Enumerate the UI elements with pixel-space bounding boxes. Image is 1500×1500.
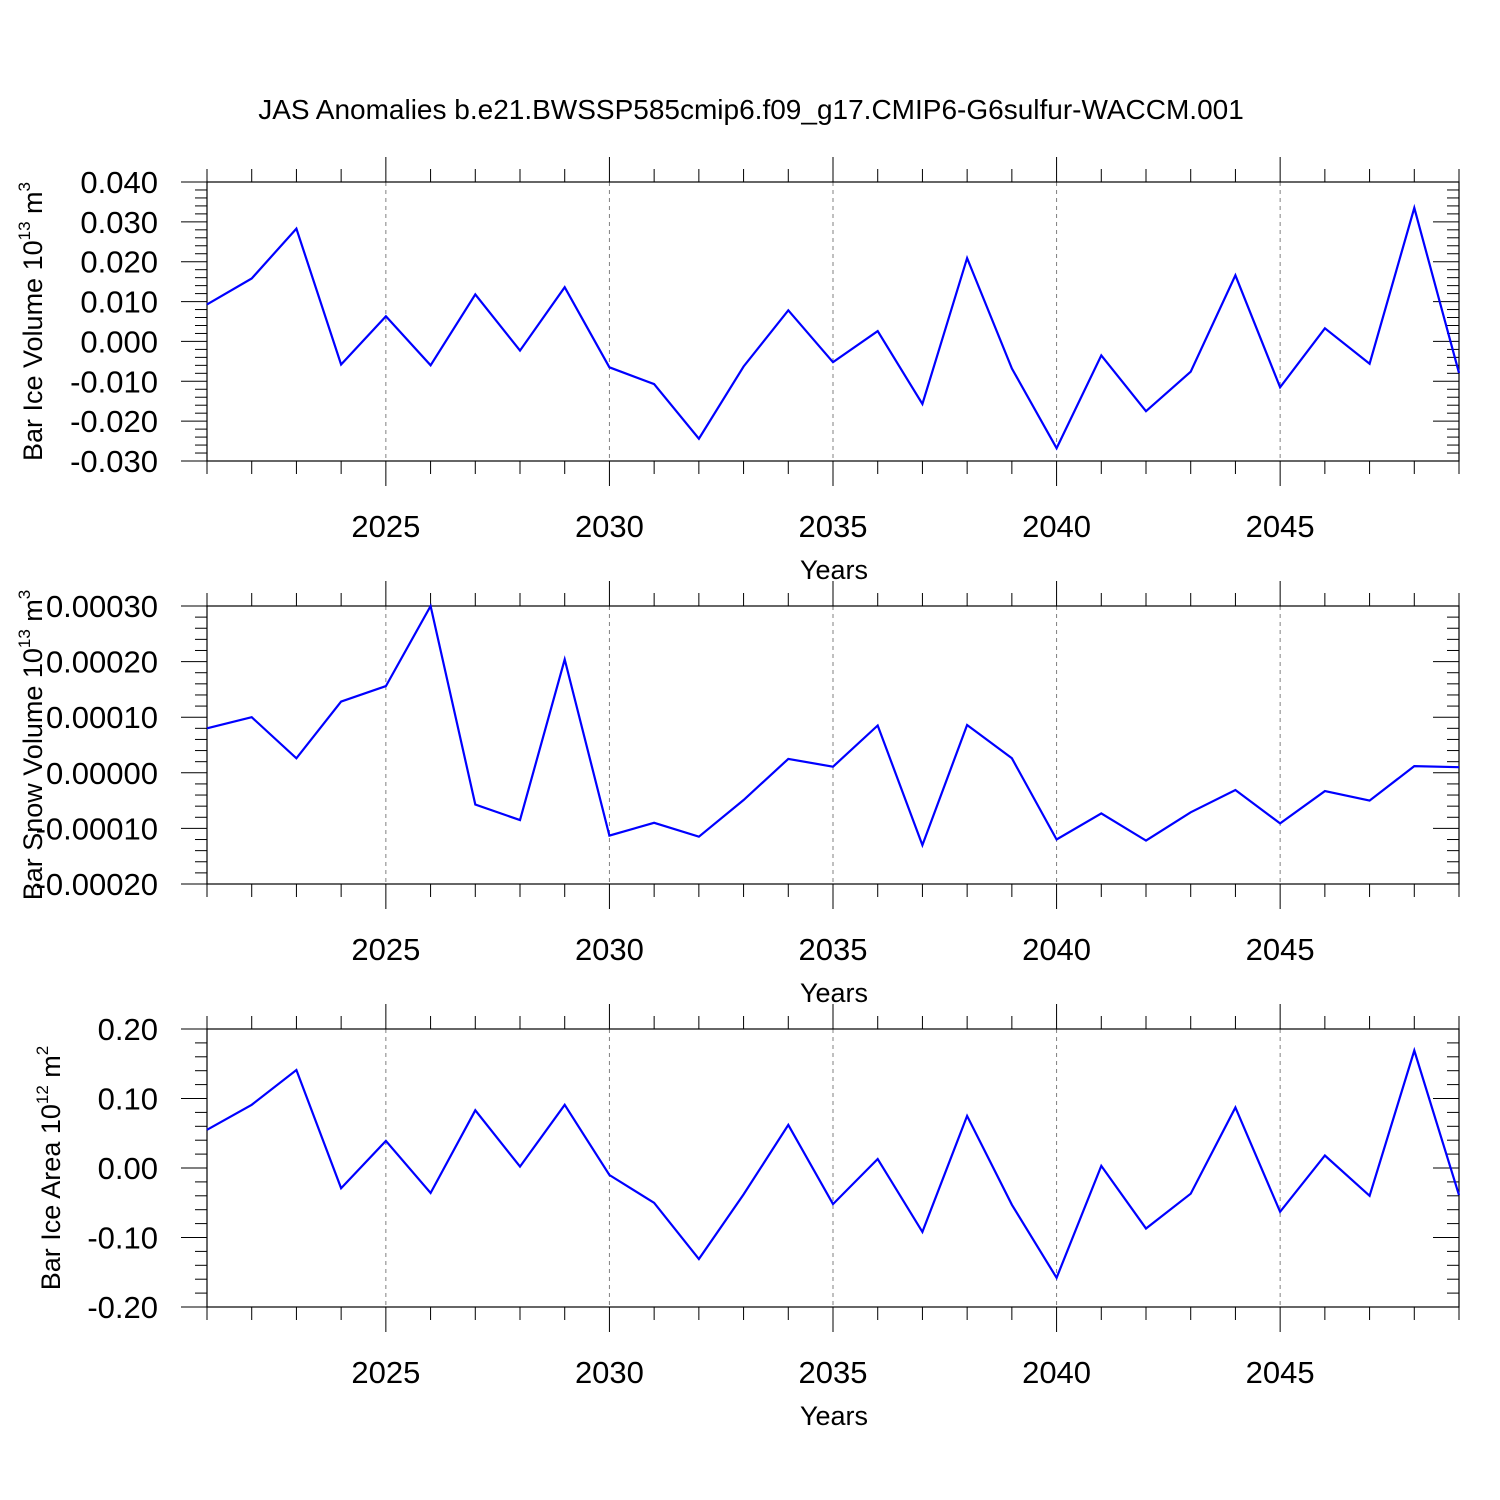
chart2-ylabel-unit: m: [36, 1055, 66, 1085]
chart2-ytick-label-1: -0.10: [87, 1221, 158, 1256]
chart0-series-line: [206, 203, 1461, 451]
chart2-ylabel-exp: 12: [33, 1085, 52, 1104]
chart2-ytick-label-3: 0.10: [98, 1082, 158, 1117]
chart0-xlabel: Years: [800, 555, 868, 585]
chart0-ytick-label-1: -0.020: [70, 404, 158, 439]
chart-title: JAS Anomalies b.e21.BWSSP585cmip6.f09_g1…: [258, 94, 1244, 125]
chart0-ylabel: Bar Ice Volume 1013 m3: [15, 182, 48, 461]
chart2-ytick-label-2: 0.00: [98, 1151, 158, 1186]
chart0-ytick-label-0: -0.030: [70, 444, 158, 479]
chart0-ytick-label-4: 0.010: [80, 285, 158, 320]
chart1-ytick-label-1: -0.00010: [36, 811, 158, 846]
panel-ice-area: 2025 2030 2035 2040 2045 Years -0.20 -0.10 0.00 0…: [33, 1004, 1461, 1431]
chart0-xtick-label-2035: 2035: [799, 509, 868, 544]
chart1-xtick-label-2035: 2035: [799, 932, 868, 967]
chart0-ylabel-text: Bar Ice Volume 10: [18, 240, 48, 461]
chart2-ytick-label-0: -0.20: [87, 1290, 158, 1325]
chart1-ylabel-unit: m: [18, 599, 48, 629]
chart0-ylabel-exp: 13: [15, 221, 34, 240]
chart0-ytick-label-7: 0.040: [80, 165, 158, 200]
chart1-ylabel-unit-exp: 3: [15, 590, 34, 599]
chart0-ytick-label-3: 0.000: [80, 324, 158, 359]
chart2-xtick-label-2040: 2040: [1022, 1355, 1091, 1390]
chart1-ylabel-exp: 13: [15, 629, 34, 648]
chart2-ylabel-text: Bar Ice Area 10: [36, 1104, 66, 1290]
chart1-ytick-label-0: -0.00020: [36, 867, 158, 902]
chart2-ytick-label-4: 0.20: [98, 1012, 158, 1047]
chart1-ytick-label-4: 0.00020: [46, 645, 158, 680]
chart0-ytick-label-6: 0.030: [80, 205, 158, 240]
chart0-ytick-label-2: -0.010: [70, 364, 158, 399]
chart2-xtick-label-2025: 2025: [351, 1355, 420, 1390]
chart1-series-line: [206, 602, 1460, 849]
chart2-ylabel: Bar Ice Area 1012 m2: [33, 1046, 66, 1291]
chart2-xlabel: Years: [800, 1401, 868, 1431]
chart1-ylabel-text: Bar Snow Volume 10: [18, 648, 48, 900]
chart0-ytick-label-5: 0.020: [80, 245, 158, 280]
chart1-xtick-label-2040: 2040: [1022, 932, 1091, 967]
chart0-xtick-label-2045: 2045: [1246, 509, 1315, 544]
chart1-ytick-label-5: 0.00030: [46, 589, 158, 624]
chart2-xtick-label-2035: 2035: [799, 1355, 868, 1390]
panel-snow-volume: 2025 2030 2035 2040 2045 Years -0.00020 -0.0001…: [15, 581, 1460, 1008]
chart0-ylabel-unit-exp: 3: [15, 182, 34, 191]
chart0-xtick-label-2030: 2030: [575, 509, 644, 544]
chart2-ylabel-unit-exp: 2: [33, 1046, 52, 1055]
chart0-xtick-label-2025: 2025: [351, 509, 420, 544]
chart1-xtick-label-2030: 2030: [575, 932, 644, 967]
chart1-xtick-label-2025: 2025: [351, 932, 420, 967]
chart2-xtick-label-2030: 2030: [575, 1355, 644, 1390]
panel-ice-volume: 2025 2030 2035 2040 2045 Years -0.030 -0.020 -0.…: [15, 157, 1461, 585]
chart1-xtick-label-2045: 2045: [1246, 932, 1315, 967]
chart0-xtick-label-2040: 2040: [1022, 509, 1091, 544]
chart1-ylabel: Bar Snow Volume 1013 m3: [15, 590, 48, 901]
chart1-ytick-label-2: 0.00000: [46, 756, 158, 791]
chart1-ytick-label-3: 0.00010: [46, 700, 158, 735]
chart2-series-line: [206, 1046, 1461, 1281]
chart1-xlabel: Years: [800, 978, 868, 1008]
chart0-ylabel-unit: m: [18, 191, 48, 221]
chart2-xtick-label-2045: 2045: [1246, 1355, 1315, 1390]
